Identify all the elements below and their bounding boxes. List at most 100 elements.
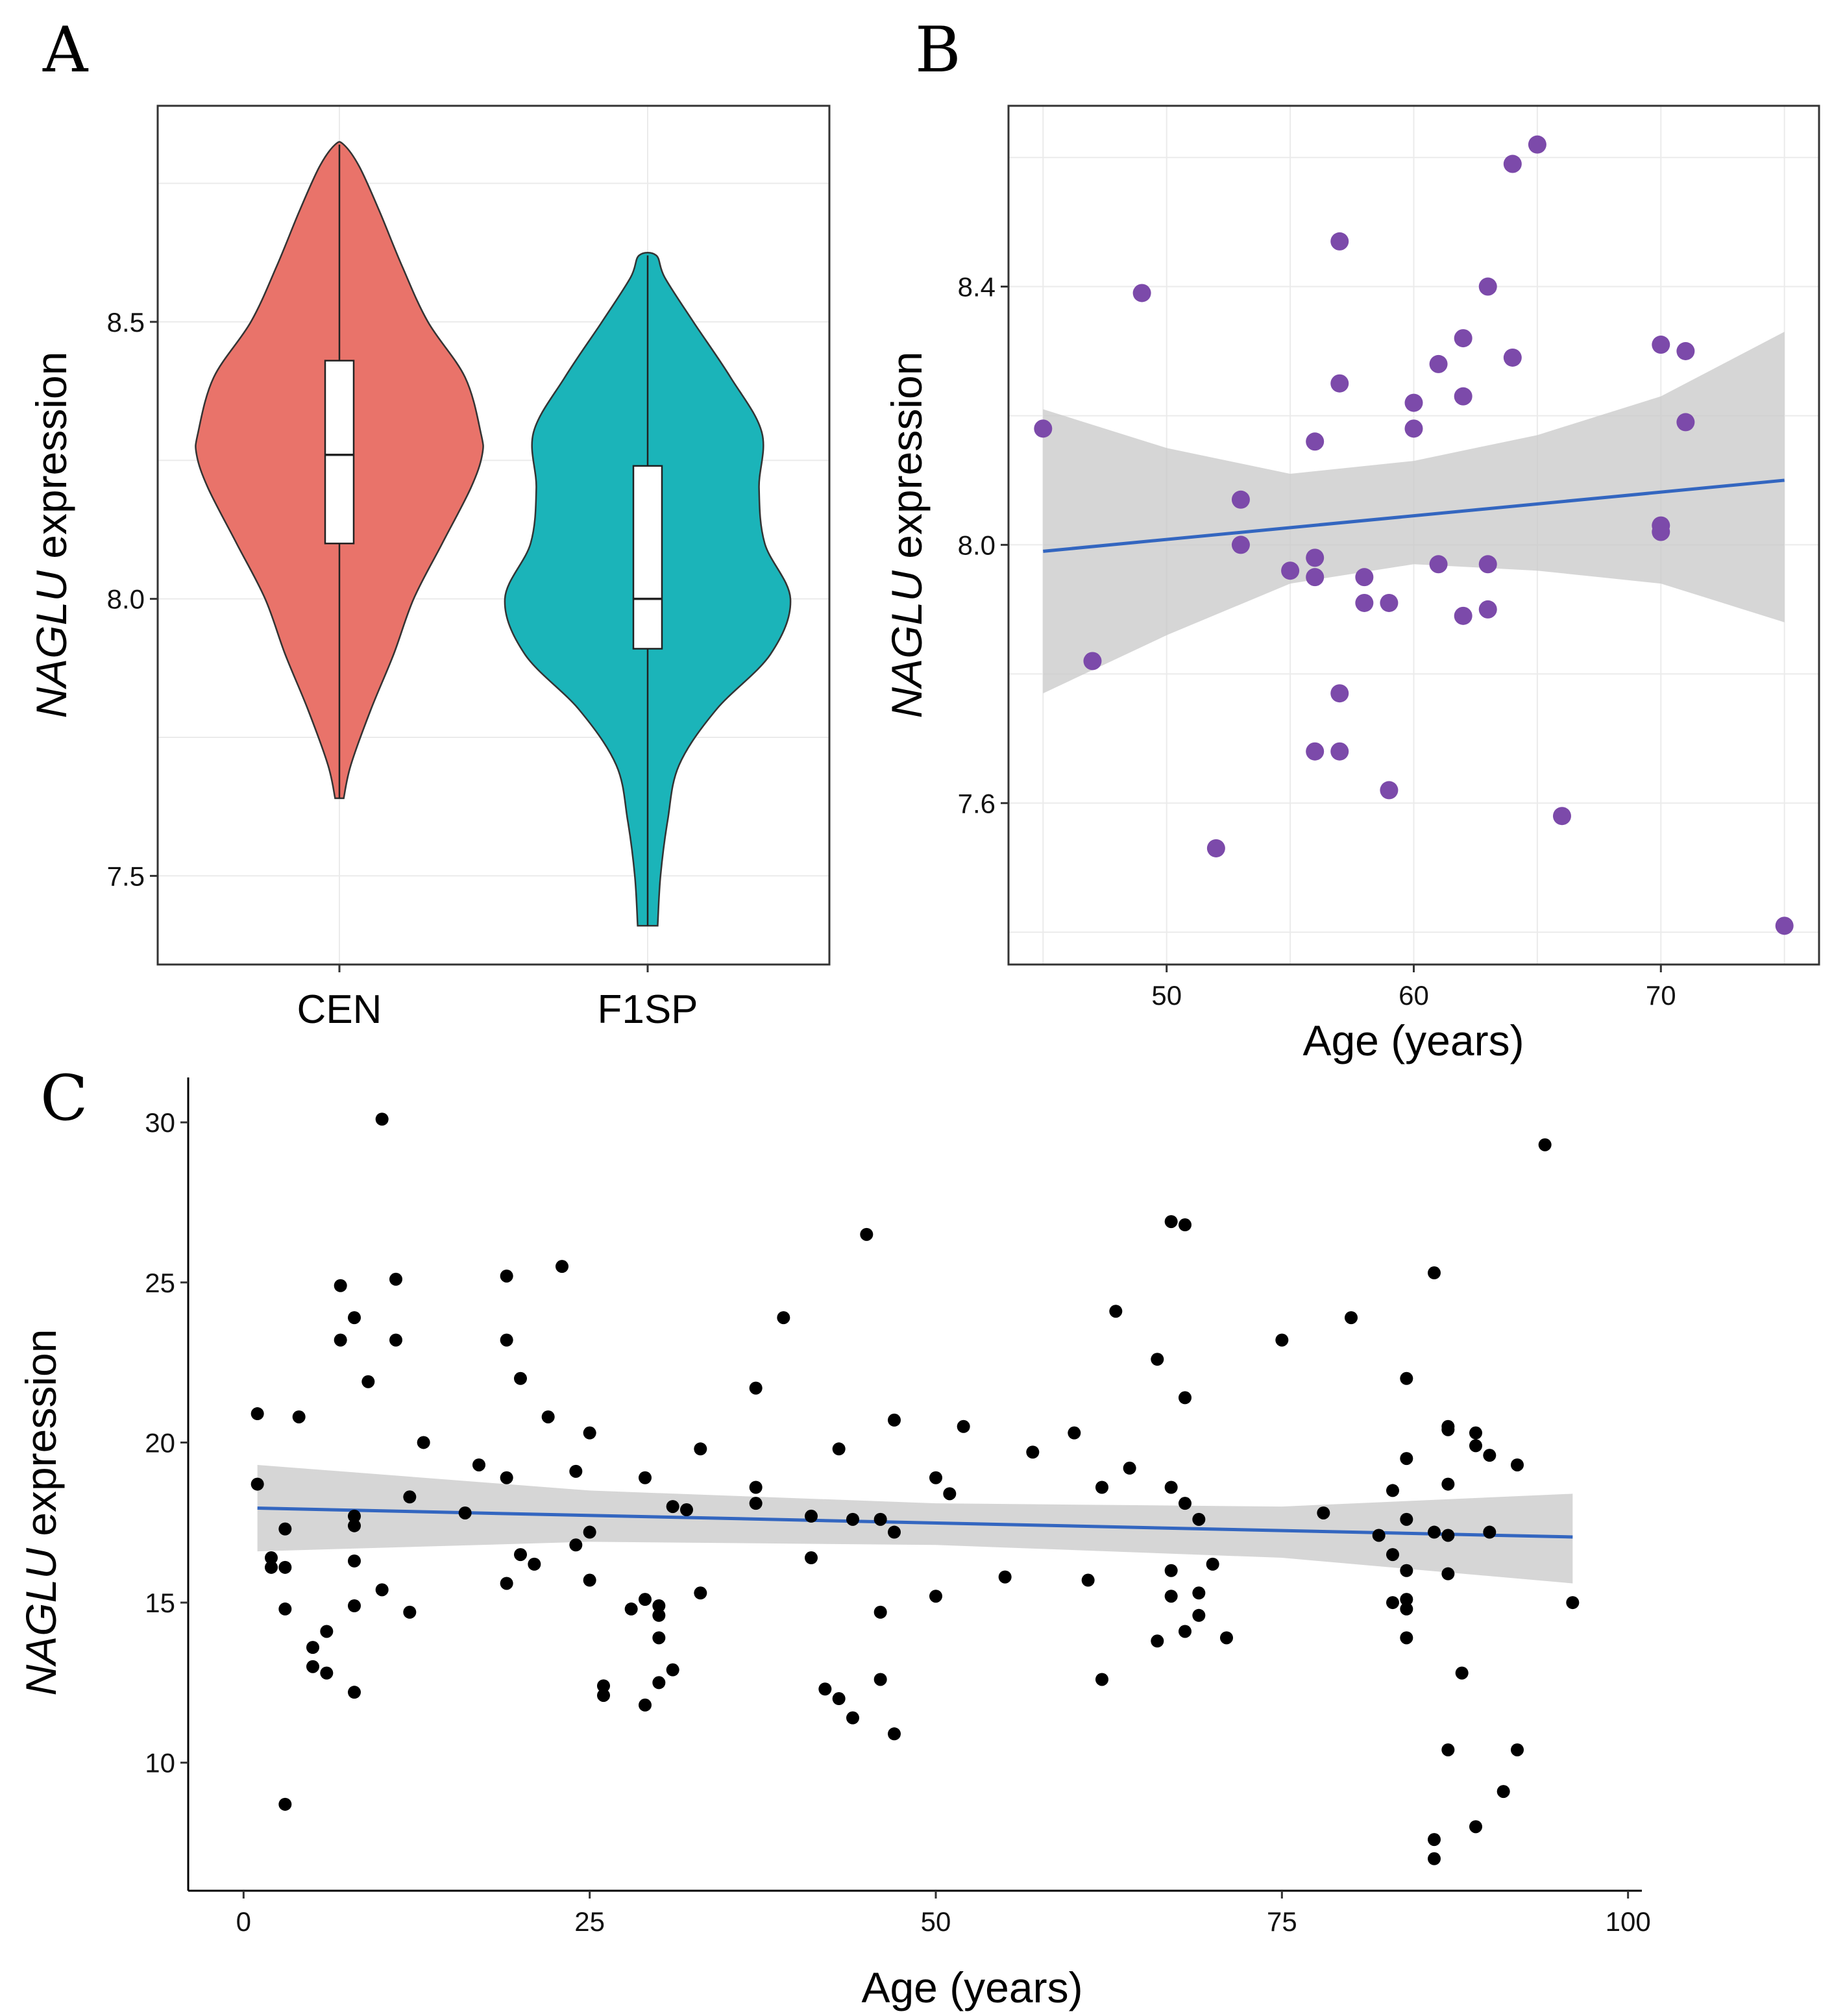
c-data-point	[1179, 1391, 1191, 1405]
c-data-point	[1109, 1305, 1123, 1318]
c-data-point	[1386, 1596, 1399, 1610]
c-data-point	[500, 1333, 513, 1347]
panel-c-fit-line	[257, 1506, 1573, 1539]
c-data-point	[832, 1442, 846, 1456]
b-x-tick-label-0: 50	[1151, 980, 1182, 1011]
c-data-point	[1345, 1311, 1358, 1325]
c-data-point	[569, 1464, 583, 1478]
c-data-point	[1511, 1743, 1524, 1756]
b-data-point	[1355, 593, 1374, 612]
c-data-point	[652, 1608, 666, 1622]
c-data-point	[888, 1525, 901, 1539]
b-data-point	[1552, 807, 1571, 826]
b-data-point	[1380, 593, 1399, 612]
c-data-point	[1164, 1481, 1178, 1494]
b-data-point	[1330, 742, 1349, 761]
c-data-point	[1317, 1506, 1330, 1519]
c-data-point	[514, 1371, 527, 1385]
c-data-point	[860, 1227, 874, 1241]
b-data-point	[1306, 548, 1325, 567]
c-data-point	[1372, 1529, 1386, 1542]
c-data-point	[1151, 1634, 1164, 1648]
b-data-point	[1528, 135, 1546, 154]
b-regression-line	[1043, 478, 1785, 553]
c-data-point	[541, 1410, 555, 1423]
c-data-point	[1538, 1138, 1552, 1151]
c-data-point	[652, 1631, 666, 1645]
panel-b-points	[1034, 135, 1794, 935]
c-data-point	[749, 1497, 763, 1510]
c-y-tick-label-3: 25	[145, 1268, 175, 1298]
c-data-point	[583, 1426, 596, 1440]
c-data-point	[874, 1512, 887, 1526]
c-data-point	[888, 1413, 901, 1427]
b-data-point	[1330, 374, 1349, 393]
c-data-point	[957, 1420, 970, 1433]
c-data-point	[749, 1481, 763, 1494]
c-data-point	[639, 1593, 652, 1606]
c-data-point	[1095, 1481, 1108, 1494]
c-x-tick-label-2: 50	[921, 1906, 951, 1937]
c-data-point	[348, 1554, 361, 1567]
c-data-point	[1192, 1512, 1206, 1526]
c-y-tick-label-4: 30	[145, 1107, 175, 1138]
c-data-point	[306, 1660, 319, 1673]
b-data-point	[1306, 742, 1325, 761]
c-x-tick-label-0: 0	[236, 1906, 251, 1937]
b-data-point	[1652, 336, 1670, 354]
c-x-tick-label-1: 25	[574, 1906, 605, 1937]
b-y-tick-label-1: 8.0	[958, 530, 996, 560]
b-data-point	[1429, 354, 1448, 373]
c-data-point	[334, 1333, 347, 1347]
c-data-point	[1400, 1593, 1413, 1606]
c-data-point	[375, 1583, 389, 1597]
panel-b-fit-line	[1043, 478, 1785, 553]
box-f1sp	[632, 465, 663, 650]
c-data-point	[1469, 1426, 1482, 1440]
c-data-point	[1428, 1833, 1441, 1847]
c-data-point	[278, 1797, 292, 1811]
c-data-point	[1386, 1484, 1399, 1497]
c-data-point	[1483, 1449, 1497, 1462]
c-data-point	[652, 1599, 666, 1613]
c-data-point	[832, 1692, 846, 1706]
c-data-point	[1179, 1497, 1191, 1510]
panel-c-scatter-chart: 0 25 50 75 100 10 15 20 25 30 NAGLU expression Ag…	[17, 1077, 1651, 2011]
c-data-point	[998, 1570, 1012, 1584]
panel-b-confidence-band	[1043, 332, 1785, 694]
c-data-point	[652, 1676, 666, 1690]
panel-b-y-axis-title: NAGLU expression	[883, 352, 931, 719]
c-data-point	[500, 1471, 513, 1484]
b-data-point	[1132, 284, 1151, 302]
c-data-point	[694, 1442, 707, 1456]
c-data-point	[320, 1625, 334, 1638]
c-data-point	[389, 1272, 402, 1286]
c-data-point	[528, 1557, 541, 1571]
c-data-point	[403, 1605, 417, 1619]
c-data-point	[1400, 1631, 1413, 1645]
panel-a-y-tick-label-2: 8.5	[107, 307, 145, 338]
c-data-point	[1095, 1673, 1108, 1686]
c-data-point	[278, 1602, 292, 1616]
c-data-point	[749, 1381, 763, 1395]
c-data-point	[1400, 1602, 1413, 1616]
c-data-point	[597, 1679, 610, 1693]
c-x-tick-label-4: 100	[1606, 1906, 1651, 1937]
c-data-point	[846, 1711, 859, 1725]
b-data-point	[1454, 329, 1472, 348]
panel-letter-b: B	[915, 14, 961, 86]
b-data-point	[1206, 839, 1225, 857]
b-x-tick-label-1: 60	[1399, 980, 1429, 1011]
panel-b-frame	[1007, 104, 1820, 966]
b-data-point	[1380, 781, 1399, 800]
c-data-point	[666, 1500, 679, 1514]
c-data-point	[278, 1560, 292, 1574]
c-data-point	[597, 1689, 610, 1703]
c-data-point	[320, 1666, 334, 1680]
b-data-point	[1330, 232, 1349, 251]
b-data-point	[1503, 348, 1522, 367]
panel-a-x-tick-label-1: F1SP	[597, 987, 698, 1032]
b-y-tick-label-0: 7.6	[958, 788, 996, 818]
c-data-point	[1068, 1426, 1081, 1440]
c-data-point	[1400, 1564, 1413, 1577]
